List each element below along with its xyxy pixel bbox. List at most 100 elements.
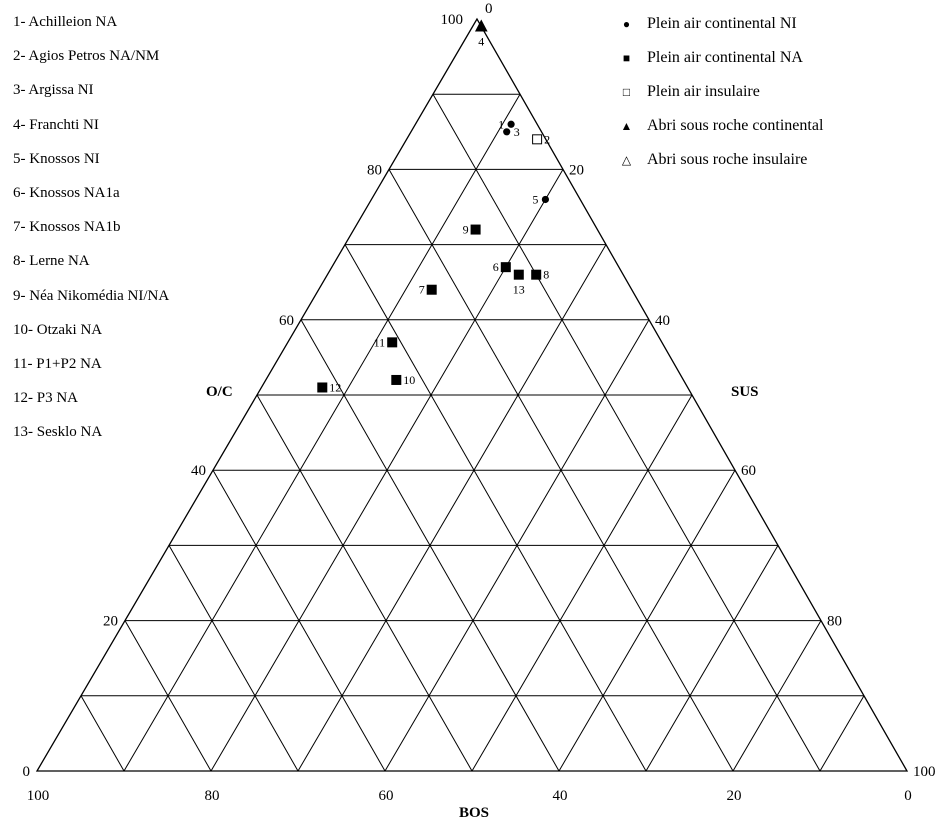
point-marker [532,134,543,145]
left-tick-label: 80 [367,162,382,178]
grid-line-bos [124,620,212,772]
grid-line-sus [471,394,693,772]
data-point-3: 3 [503,125,520,139]
point-marker [426,284,437,295]
point-label: 4 [478,35,484,49]
point-marker [513,269,524,280]
legend-label: Abri sous roche insulaire [647,151,808,168]
bottom-tick-label: 0 [904,788,912,804]
triangle-border [35,17,909,772]
point-marker [317,382,328,393]
site-list-item: 10- Otzaki NA [13,321,103,338]
grid-line-sus [123,93,521,772]
bottom-axis-title: BOS [459,805,490,821]
site-list-item: 12- P3 NA [13,390,79,407]
grid-line-bos [256,394,473,772]
legend-item: □ Plein air insulaire [618,82,823,116]
right-axis-title: SUS [731,384,759,400]
left-tick-label: 0 [23,764,31,780]
point-label: 2 [544,132,550,146]
site-list-item: 1- Achilleion NA [13,14,118,30]
point-marker [474,19,488,32]
grid-line-sus [819,695,865,772]
triangle-outline [35,17,909,772]
data-point-4: 4 [474,19,488,49]
legend-label: Plein air continental NI [647,15,797,32]
bottom-tick-label: 100 [27,788,50,804]
point-label: 8 [543,268,549,282]
point-label: 11 [374,335,386,349]
site-list-item: 8- Lerne NA [13,253,90,270]
point-marker [507,120,515,128]
site-list-item: 11- P1+P2 NA [13,355,102,372]
site-list-item: 7- Knossos NA1b [13,219,121,236]
legend-label: Plein air continental NA [647,49,803,66]
filled-circle-icon: ● [622,17,631,31]
right-tick-label: 20 [569,162,584,178]
bottom-tick-label: 80 [205,788,220,804]
right-tick-label: 0 [485,1,493,17]
grid-line-sus [297,244,607,772]
point-label: 7 [419,283,425,297]
point-label: 1 [498,117,504,131]
legend-label: Plein air insulaire [647,83,760,100]
legend-item: ● Plein air continental NI [618,14,823,48]
data-point-11: 11 [374,335,398,349]
point-marker [531,269,542,280]
bottom-tick-label: 20 [727,788,742,804]
site-list-item: 13- Sesklo NA [13,424,103,441]
site-list-item: 5- Knossos NI [13,150,100,167]
site-list-item: 4- Franchti NI [13,116,99,133]
left-tick-label: 100 [441,12,464,28]
legend-item: ▲ Abri sous roche continental [618,116,824,150]
grid-line-bos [344,244,647,772]
point-marker [503,128,511,136]
grid-line-bos [168,545,299,772]
point-marker [387,337,398,348]
data-point-8: 8 [531,268,549,282]
data-point-12: 12 [317,380,341,394]
site-list: 1- Achilleion NA 2- Agios Petros NA/NM 3- … [13,10,169,454]
point-marker [541,195,550,204]
filled-triangle-icon: ▲ [620,119,633,133]
right-tick-label: 40 [655,313,670,329]
point-marker [500,262,511,273]
legend: ● Plein air continental NI ■ Plein air cont… [618,14,824,184]
point-marker [391,374,402,385]
point-label: 5 [532,192,538,206]
grid-lines [80,93,865,772]
left-tick-label: 40 [191,463,206,479]
data-point-9: 9 [463,223,481,237]
data-point-6: 6 [493,260,511,274]
open-triangle-icon: △ [621,153,632,167]
grid-line-sus [645,545,779,772]
site-list-item: 6- Knossos NA1a [13,184,120,201]
data-point-2: 2 [532,132,550,146]
grid-line-sus [732,620,822,772]
bottom-tick-label: 60 [379,788,394,804]
right-tick-label: 80 [827,614,842,630]
grid-line-bos [432,93,821,772]
right-tick-label: 60 [741,463,756,479]
point-label: 10 [403,373,415,387]
grid-line-bos [80,695,125,772]
point-marker [470,224,481,235]
left-tick-label: 20 [103,614,118,630]
legend-item: ■ Plein air continental NA [618,48,823,82]
point-label: 6 [493,260,499,274]
site-list-item: 3- Argissa NI [13,82,94,99]
data-point-7: 7 [419,283,437,297]
legend-item: △ Abri sous roche insulaire [618,150,823,184]
data-point-13: 13 [513,269,525,297]
point-label: 9 [463,223,469,237]
point-label: 3 [514,125,520,139]
tick-labels: 0 0 20 20 40 40 60 60 80 80 100 100 100 80 60 40 20 0 [23,1,936,804]
legend-label: Abri sous roche continental [647,117,824,134]
left-tick-label: 60 [279,313,294,329]
site-list-item: 9- Néa Nikomédia NI/NA [13,287,170,304]
bottom-tick-label: 40 [553,788,568,804]
point-label: 13 [513,283,525,297]
open-square-icon: □ [622,85,631,99]
